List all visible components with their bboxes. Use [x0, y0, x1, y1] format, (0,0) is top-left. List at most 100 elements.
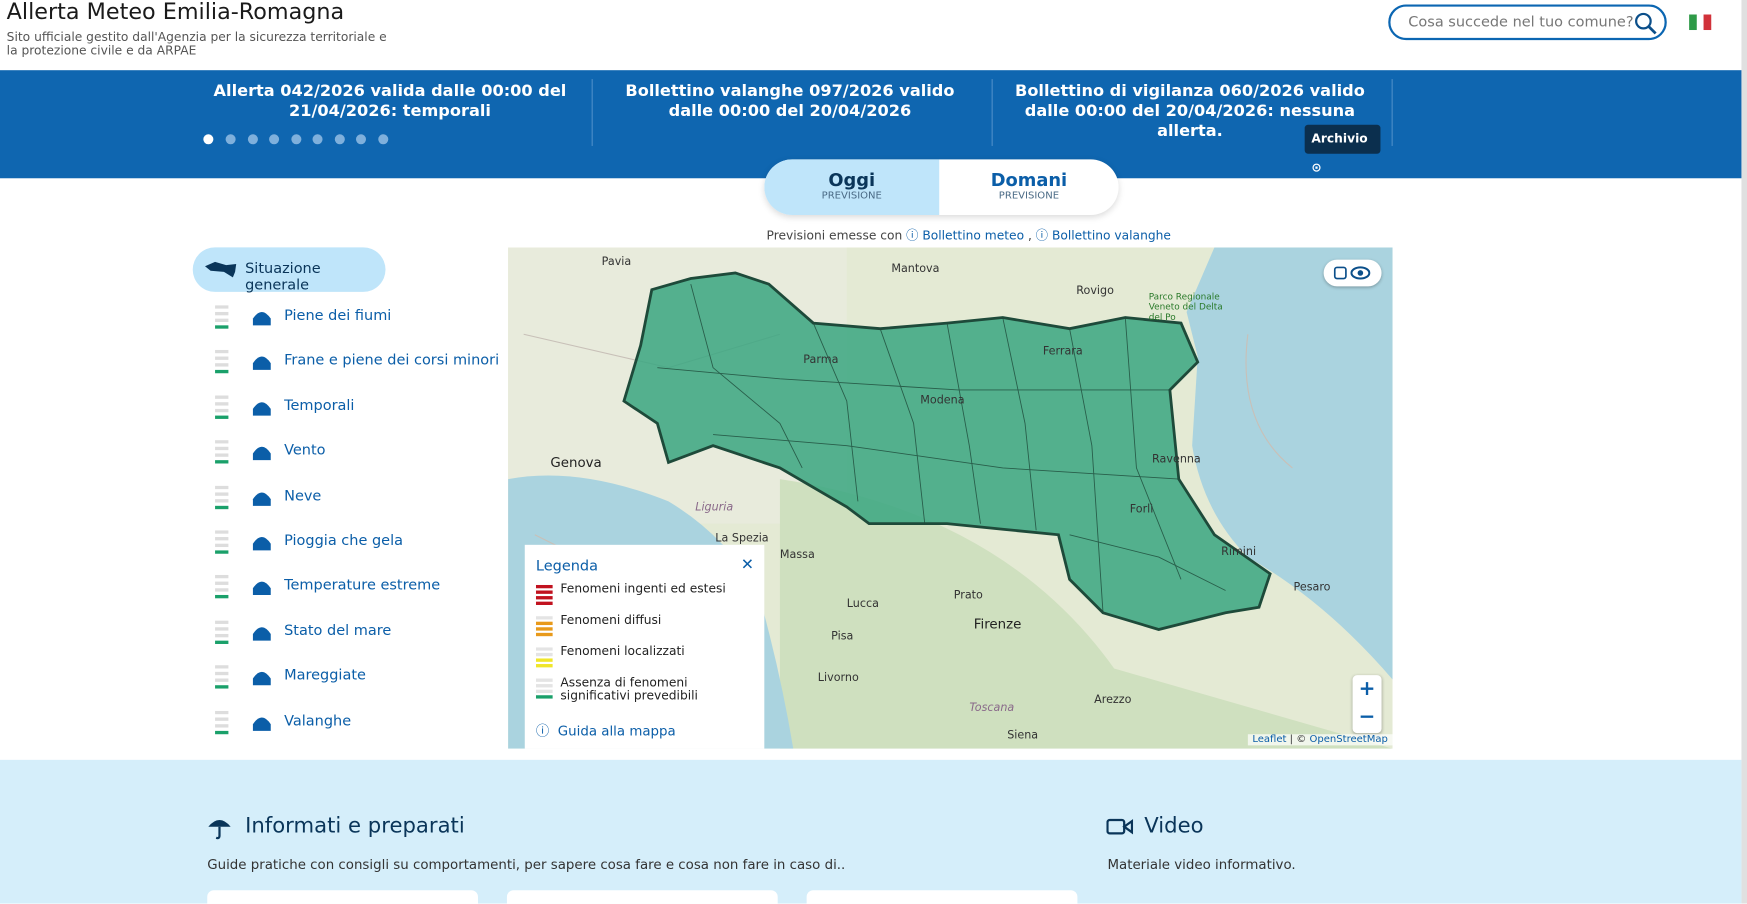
subtitle: Sito ufficiale gestito dall'Agenzia per …: [6, 30, 387, 45]
city-label: Parco Regionale Veneto del Delta del Po: [1148, 291, 1223, 322]
sidebar-item[interactable]: Mareggiate: [215, 663, 505, 692]
phenomenon-icon: [252, 537, 271, 551]
issued-prefix: Previsioni emesse con: [766, 228, 903, 243]
legend-swatch: [535, 678, 553, 699]
sidebar-item[interactable]: Piene dei fiumi: [215, 303, 505, 332]
sidebar-label: Temporali: [284, 397, 355, 415]
sidebar-item[interactable]: Frane e piene dei corsi minori: [215, 348, 505, 377]
subtitle: la protezione civile e da ARPAE: [6, 43, 197, 58]
phenomenon-icon: [252, 672, 271, 686]
map[interactable]: Pavia Mantova Rovigo Genova Massa La Spezia Lu…: [508, 247, 1393, 749]
section-title: Video: [1144, 813, 1204, 838]
level-indicator: [215, 620, 229, 644]
section-title: Informati e preparati: [245, 813, 465, 838]
legend-swatch: [535, 584, 553, 605]
level-indicator: [215, 395, 229, 419]
city-label: Livorno: [817, 671, 859, 685]
city-label: Rimini: [1221, 545, 1257, 559]
card[interactable]: [506, 890, 778, 904]
toggle-icon: [1333, 266, 1371, 280]
tab-label: Oggi: [828, 169, 876, 191]
ticker-item[interactable]: Bollettino valanghe 097/2026 valido dall…: [625, 82, 955, 121]
section-text: Materiale video informativo.: [1107, 856, 1296, 873]
sidebar-label: Vento: [284, 442, 326, 460]
level-indicator: [215, 710, 229, 734]
sidebar-item[interactable]: Stato del mare: [215, 618, 505, 647]
city-label: Firenze: [973, 616, 1022, 632]
section-text: Guide pratiche con consigli su comportam…: [207, 856, 846, 873]
sidebar-item[interactable]: Neve: [215, 483, 505, 512]
city-label: Pavia: [601, 256, 632, 269]
city-label: Lucca: [846, 598, 879, 611]
legend-close[interactable]: ✕: [740, 555, 754, 574]
sidebar-label: Stato del mare: [284, 622, 392, 640]
general-pill[interactable]: Situazione generale: [192, 247, 386, 295]
level-indicator: [215, 665, 229, 689]
ticker-item[interactable]: Bollettino di vigilanza 060/2026 valido …: [1015, 82, 1365, 141]
city-label: Forlì: [1129, 503, 1154, 516]
guide-link[interactable]: ⓘ Guida alla mappa: [535, 723, 676, 739]
sidebar-item[interactable]: Vento: [215, 438, 505, 467]
sidebar-label: Piene dei fiumi: [284, 307, 392, 325]
legend-label: Fenomeni localizzati: [560, 643, 685, 659]
city-label: Ferrara: [1042, 345, 1083, 358]
city-label: Pisa: [831, 630, 854, 643]
level-indicator: [215, 305, 229, 329]
link[interactable]: Bollettino valanghe: [1051, 228, 1171, 243]
scrollbar[interactable]: [1741, 0, 1747, 904]
attribution-link[interactable]: Leaflet: [1252, 734, 1287, 746]
bottom-section: Informati e preparati Guide pratiche con…: [0, 759, 1742, 904]
sidebar-label: Valanghe: [284, 712, 352, 730]
sidebar-item[interactable]: Pioggia che gela: [215, 528, 505, 557]
phenomenon-icon: [252, 311, 271, 326]
legend-label: Fenomeni ingenti ed estesi: [560, 581, 726, 597]
sidebar-label: Temperature estreme: [284, 577, 441, 595]
region-icon: [205, 261, 237, 278]
phenomenon-icon: [252, 356, 271, 371]
carousel-dots[interactable]: [201, 133, 396, 146]
sidebar-item[interactable]: Temporali: [215, 393, 505, 422]
phenomenon-icon: [252, 582, 271, 596]
level-indicator: [215, 530, 229, 554]
zoom-control: + −: [1352, 675, 1382, 734]
zoom-out[interactable]: −: [1358, 705, 1376, 729]
site-title[interactable]: Allerta Meteo Emilia-Romagna: [6, 0, 345, 25]
day-tabs: Oggi PREVISIONE Domani PREVISIONE: [764, 159, 1119, 216]
zoom-in[interactable]: +: [1358, 677, 1376, 701]
level-indicator: [215, 440, 229, 464]
sidebar-label: Mareggiate: [284, 667, 366, 685]
city-label: Toscana: [969, 701, 1015, 715]
city-label: Arezzo: [1094, 694, 1132, 707]
umbrella-icon: [208, 820, 231, 840]
general-label: Situazione generale: [245, 260, 321, 295]
card[interactable]: [207, 890, 478, 904]
sidebar-item[interactable]: Valanghe: [215, 708, 505, 737]
sidebar-item[interactable]: Temperature estreme: [215, 573, 505, 602]
phenomenon-icon: [252, 492, 271, 506]
language-flag[interactable]: [1689, 14, 1712, 31]
archive-button[interactable]: Archivio ⊙: [1304, 124, 1381, 175]
legend-title: Legenda: [535, 558, 599, 575]
city-label: Liguria: [695, 501, 734, 514]
legend-label: Assenza di fenomeni significativi preved…: [560, 675, 698, 704]
attribution: Leaflet | © OpenStreetMap: [1247, 734, 1393, 746]
legend-swatch: [535, 647, 553, 668]
ticker-item[interactable]: Allerta 042/2026 valida dalle 00:00 del …: [213, 82, 567, 121]
card[interactable]: [806, 890, 1078, 904]
city-label: Ravenna: [1152, 453, 1201, 466]
tab-sub: PREVISIONE: [821, 190, 882, 202]
tab-today[interactable]: Oggi PREVISIONE: [764, 159, 940, 216]
tab-sub: PREVISIONE: [998, 190, 1060, 202]
search-box[interactable]: Cosa succede nel tuo comune?: [1388, 4, 1667, 41]
sidebar-label: Frane e piene dei corsi minori: [284, 352, 500, 370]
phenomenon-icon: [252, 446, 271, 461]
tab-tomorrow[interactable]: Domani PREVISIONE: [939, 159, 1118, 215]
city-label: Pesaro: [1293, 581, 1331, 594]
layer-toggle[interactable]: [1323, 259, 1382, 287]
city-label: Mantova: [891, 262, 940, 276]
attribution-link[interactable]: OpenStreetMap: [1309, 734, 1388, 746]
tab-label: Domani: [990, 169, 1068, 191]
link[interactable]: Bollettino meteo: [922, 228, 1025, 243]
